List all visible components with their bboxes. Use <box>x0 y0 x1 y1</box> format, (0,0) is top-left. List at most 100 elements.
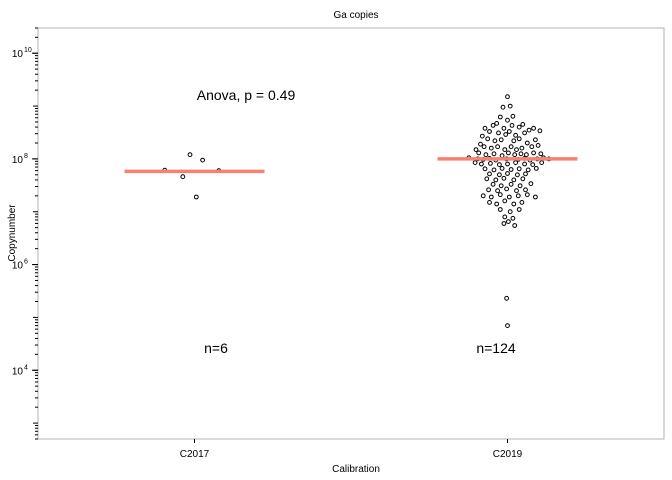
data-point <box>511 138 517 144</box>
data-point <box>505 161 510 167</box>
data-point <box>517 183 523 189</box>
data-point <box>510 113 516 119</box>
data-point <box>472 160 478 166</box>
data-point <box>520 176 526 182</box>
data-point <box>523 187 528 193</box>
data-point <box>516 166 522 172</box>
data-point <box>493 177 499 183</box>
data-point <box>520 122 526 127</box>
data-point <box>529 144 535 150</box>
data-point <box>498 183 504 189</box>
data-point <box>505 323 510 329</box>
data-point <box>478 141 483 147</box>
data-point <box>484 176 490 182</box>
data-point <box>488 145 494 151</box>
data-point <box>528 181 534 187</box>
data-point <box>488 161 493 166</box>
data-point <box>522 130 527 136</box>
data-point <box>515 172 520 178</box>
data-point <box>508 181 514 187</box>
data-point <box>506 129 512 134</box>
data-point <box>187 152 193 158</box>
data-point <box>501 175 507 181</box>
x-axis-label: Calibration <box>332 464 380 475</box>
data-point <box>479 161 484 167</box>
data-point <box>535 143 541 148</box>
data-point <box>504 186 510 192</box>
data-point <box>497 162 502 168</box>
data-point <box>533 194 538 200</box>
data-point <box>524 140 530 146</box>
data-point <box>509 123 515 128</box>
data-point <box>482 125 488 131</box>
data-point <box>491 167 497 173</box>
y-tick-exponent: 6 <box>24 259 28 266</box>
data-point <box>495 144 501 150</box>
data-point <box>525 167 531 173</box>
data-points <box>162 94 552 329</box>
data-point <box>530 162 536 168</box>
x-tick-label: C2019 <box>493 449 523 460</box>
y-tick-exponent: 8 <box>24 153 28 160</box>
plot-frame <box>37 27 665 440</box>
data-point <box>490 123 496 128</box>
data-point <box>514 147 519 153</box>
chart-title: Ga copies <box>333 10 378 21</box>
data-point <box>481 144 487 150</box>
data-point <box>512 152 518 158</box>
data-point <box>512 223 518 228</box>
data-point <box>516 207 522 212</box>
data-point <box>502 198 508 204</box>
y-axis-label: Copynumber <box>7 204 18 262</box>
data-point <box>487 129 492 134</box>
data-point <box>524 152 529 158</box>
data-point <box>511 201 517 207</box>
data-point <box>494 121 500 126</box>
data-point <box>504 295 510 301</box>
x-tick-label: C2017 <box>180 449 210 460</box>
data-point <box>495 188 501 194</box>
data-point <box>500 104 506 110</box>
data-point <box>531 125 536 131</box>
data-point <box>522 161 527 167</box>
data-point <box>505 117 510 123</box>
data-point <box>508 144 514 150</box>
anova-annotation: Anova, p = 0.49 <box>197 87 296 103</box>
data-point <box>180 174 186 180</box>
data-point <box>537 128 543 134</box>
data-point <box>200 157 206 163</box>
data-point <box>531 150 536 156</box>
data-point <box>519 200 525 205</box>
data-point <box>498 137 504 143</box>
y-tick-label: 10 <box>12 155 24 166</box>
x-axis: C2017 C2019 <box>180 439 523 460</box>
data-point <box>514 188 519 194</box>
data-point <box>507 209 513 215</box>
data-point <box>502 214 508 220</box>
data-point <box>494 201 500 207</box>
data-point <box>488 194 494 200</box>
data-point <box>483 152 489 158</box>
y-tick-label: 10 <box>12 366 24 377</box>
data-point <box>513 160 518 166</box>
data-point <box>508 167 514 172</box>
data-point <box>482 166 488 172</box>
data-point <box>490 181 496 187</box>
data-point <box>513 132 518 138</box>
data-point <box>485 136 491 142</box>
data-point <box>497 114 503 120</box>
data-point <box>473 147 479 153</box>
n-label-c2017: n=6 <box>204 340 228 356</box>
data-point <box>479 133 485 139</box>
data-point <box>480 193 486 199</box>
data-point <box>487 171 492 177</box>
data-point <box>511 177 517 183</box>
data-point <box>499 166 505 171</box>
data-point <box>497 172 502 178</box>
data-point <box>499 153 505 159</box>
data-point <box>506 150 511 156</box>
data-point <box>497 207 503 212</box>
data-point <box>491 151 497 157</box>
